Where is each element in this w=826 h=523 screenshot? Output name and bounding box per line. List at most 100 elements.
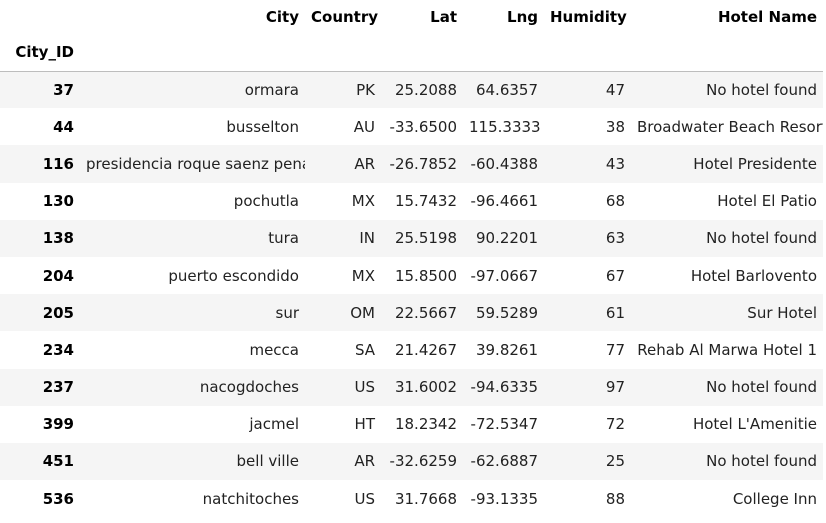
cell-country: HT (354, 415, 375, 434)
cell-lat: 21.4267 (394, 340, 457, 359)
cell-humidity: 63 (605, 229, 625, 248)
row-index: 37 (53, 80, 74, 99)
table-row: 536 natchitoches US 31.7668 -93.1335 88 … (0, 480, 823, 518)
column-header-hotel-name: Hotel Name (717, 8, 817, 26)
cell-lng: 59.5289 (475, 303, 538, 322)
cell-hotel-name: No hotel found (706, 378, 817, 397)
cell-lat: 15.8500 (394, 266, 457, 285)
cell-humidity: 68 (605, 192, 625, 211)
cell-lng: -96.4661 (470, 192, 538, 211)
index-name-label: City_ID (15, 43, 74, 62)
cell-city: ormara (244, 80, 299, 99)
cell-hotel-name: Hotel Presidente (693, 154, 817, 173)
cell-humidity: 25 (605, 452, 625, 471)
table-row: 451 bell ville AR -32.6259 -62.6887 25 N… (0, 442, 823, 481)
cell-city: presidencia roque saenz pena (86, 154, 305, 173)
row-index: 451 (42, 452, 74, 471)
cell-lng: 115.3333 (469, 117, 541, 136)
cell-lat: 15.7432 (394, 192, 457, 211)
cell-city: sur (275, 303, 300, 322)
cell-lng: -72.5347 (470, 415, 538, 434)
cell-country: MX (351, 266, 375, 285)
cell-lat: -32.6259 (389, 452, 457, 471)
cell-humidity: 47 (605, 80, 625, 99)
column-header-country: Country (311, 8, 379, 26)
cell-country: AR (354, 154, 375, 173)
table-row: 44 busselton AU -33.6500 115.3333 38 Bro… (0, 108, 823, 146)
row-index: 116 (42, 154, 74, 173)
cell-hotel-name: Broadwater Beach Resort (637, 117, 823, 136)
row-index: 237 (42, 378, 74, 397)
cell-lat: -26.7852 (389, 154, 457, 173)
cell-city: natchitoches (202, 489, 299, 508)
cell-city: mecca (249, 340, 299, 359)
column-header-city: City (265, 8, 299, 26)
table-body: 37 ormara PK 25.2088 64.6357 47 No hotel… (0, 71, 823, 518)
cell-country: AU (353, 117, 375, 136)
cell-city: jacmel (249, 415, 299, 434)
row-index: 44 (53, 117, 74, 136)
cell-lng: -93.1335 (470, 489, 538, 508)
cell-country: SA (354, 340, 375, 359)
table-row: 237 nacogdoches US 31.6002 -94.6335 97 N… (0, 368, 823, 406)
row-index: 399 (42, 415, 74, 434)
cell-lng: -97.0667 (470, 266, 538, 285)
cell-hotel-name: Hotel Barlovento (690, 266, 817, 285)
cell-lat: 31.7668 (394, 489, 457, 508)
cell-country: US (354, 378, 375, 397)
cell-country: IN (359, 229, 375, 248)
cell-humidity: 97 (605, 378, 625, 397)
cell-humidity: 88 (605, 489, 625, 508)
cell-city: pochutla (233, 192, 299, 211)
cell-city: bell ville (236, 452, 299, 471)
table-header: City Country Lat Lng Humidity Hotel Name… (0, 0, 823, 71)
cell-hotel-name: College Inn (732, 489, 817, 508)
cell-lng: 39.8261 (475, 340, 538, 359)
cell-hotel-name: No hotel found (706, 80, 817, 99)
cell-humidity: 72 (605, 415, 625, 434)
cell-lng: -94.6335 (470, 378, 538, 397)
row-index: 138 (42, 229, 74, 248)
row-index: 234 (42, 340, 74, 359)
cell-humidity: 38 (605, 117, 625, 136)
cell-lat: 31.6002 (394, 378, 457, 397)
cell-country: PK (356, 80, 375, 99)
column-header-lng: Lng (507, 8, 538, 26)
cell-city: busselton (226, 117, 299, 136)
column-header-humidity: Humidity (550, 8, 627, 26)
cell-city: puerto escondido (168, 266, 299, 285)
cell-country: AR (354, 452, 375, 471)
table-row: 138 tura IN 25.5198 90.2201 63 No hotel … (0, 219, 823, 257)
cell-lat: 25.5198 (394, 229, 457, 248)
cell-hotel-name: No hotel found (706, 229, 817, 248)
cell-hotel-name: Hotel El Patio (717, 192, 817, 211)
cell-hotel-name: Rehab Al Marwa Hotel 1 (637, 340, 817, 359)
table-row: 234 mecca SA 21.4267 39.8261 77 Rehab Al… (0, 331, 823, 369)
row-index: 204 (42, 266, 74, 285)
cell-lat: 18.2342 (394, 415, 457, 434)
column-header-row: City Country Lat Lng Humidity Hotel Name (0, 0, 823, 34)
cell-lng: 90.2201 (475, 229, 538, 248)
cell-humidity: 61 (605, 303, 625, 322)
cell-lng: -62.6887 (470, 452, 538, 471)
cell-lat: -33.6500 (389, 117, 457, 136)
table-row: 130 pochutla MX 15.7432 -96.4661 68 Hote… (0, 182, 823, 220)
cell-lng: 64.6357 (475, 80, 538, 99)
cell-lng: -60.4388 (470, 154, 538, 173)
row-index: 205 (42, 303, 74, 322)
index-name-row: City_ID (0, 34, 823, 71)
index-corner-cell (0, 0, 80, 34)
cell-city: nacogdoches (199, 378, 299, 397)
cell-hotel-name: Hotel L'Amenitie (692, 415, 817, 434)
cell-humidity: 77 (605, 340, 625, 359)
cell-hotel-name: Sur Hotel (747, 303, 817, 322)
column-header-lat: Lat (430, 8, 457, 26)
row-index: 536 (42, 489, 74, 508)
table-row: 205 sur OM 22.5667 59.5289 61 Sur Hotel (0, 294, 823, 332)
table-row: 399 jacmel HT 18.2342 -72.5347 72 Hotel … (0, 405, 823, 443)
cell-humidity: 67 (605, 266, 625, 285)
table-row: 204 puerto escondido MX 15.8500 -97.0667… (0, 256, 823, 295)
table-row: 37 ormara PK 25.2088 64.6357 47 No hotel… (0, 71, 823, 109)
cell-country: MX (351, 192, 375, 211)
